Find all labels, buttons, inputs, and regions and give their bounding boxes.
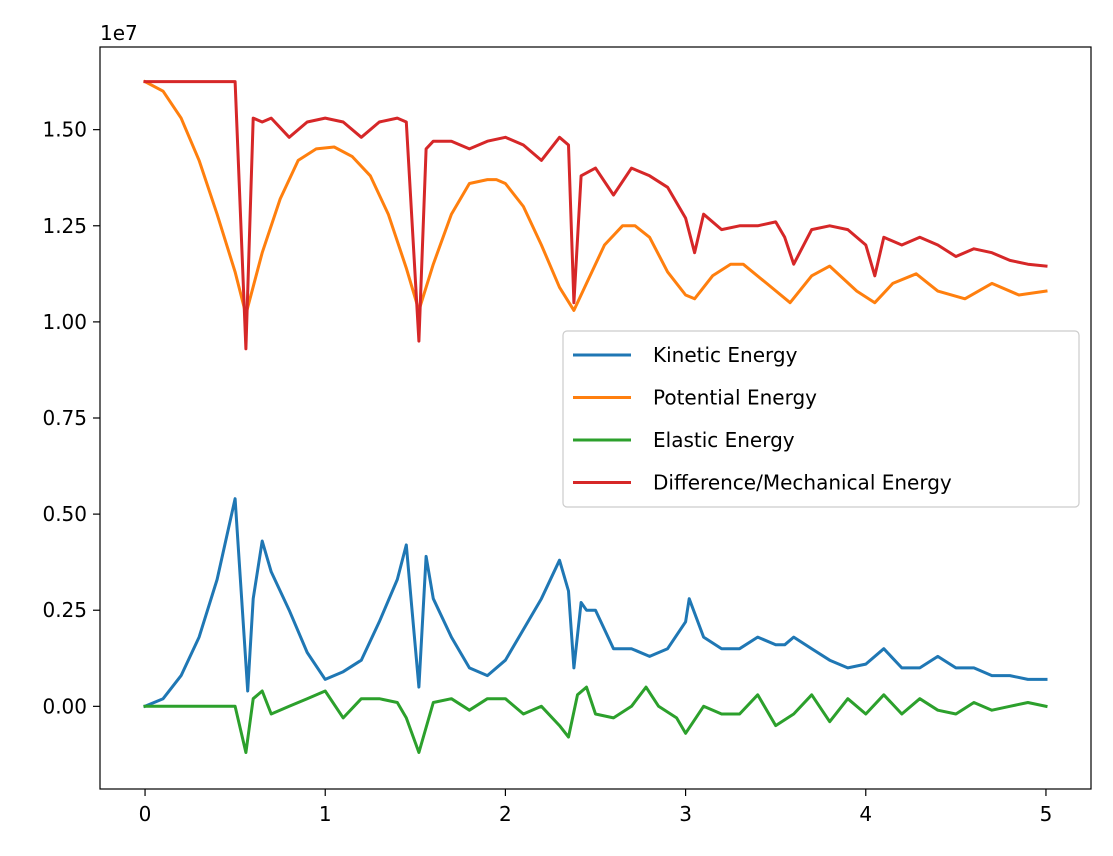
y-tick-label: 0.25 [42, 598, 87, 622]
y-tick-label: 0.00 [42, 694, 87, 718]
y-tick-label: 0.75 [42, 406, 87, 430]
series-line-1 [142, 79, 1048, 316]
legend-label: Elastic Energy [653, 428, 795, 452]
x-tick-label: 3 [679, 802, 692, 826]
y-tick-label: 0.50 [42, 502, 87, 526]
y-axis: 0.00 0.25 0.50 0.75 1.00 1.25 1.50 [42, 118, 100, 718]
legend-label: Difference/Mechanical Energy [653, 471, 952, 495]
series-line-2 [143, 685, 1048, 754]
y-tick-label: 1.00 [42, 310, 87, 334]
legend-box [562, 330, 1080, 508]
legend: Kinetic Energy Potential Energy Elastic En… [562, 330, 1080, 508]
series-line-3 [143, 80, 1048, 351]
legend-label: Potential Energy [653, 386, 817, 410]
y-tick-label: 1.25 [42, 214, 87, 238]
x-axis: 0 1 2 3 4 5 [139, 789, 1053, 826]
x-tick-label: 4 [859, 802, 872, 826]
x-tick-label: 5 [1040, 802, 1053, 826]
y-tick-label: 1.50 [42, 118, 87, 142]
x-tick-label: 2 [499, 802, 512, 826]
series-line-0 [143, 497, 1048, 709]
y-axis-offset-label: 1e7 [100, 21, 138, 45]
x-tick-label: 0 [139, 802, 152, 826]
legend-label: Kinetic Energy [653, 343, 798, 367]
series-layer [142, 79, 1048, 754]
x-tick-label: 1 [319, 802, 332, 826]
